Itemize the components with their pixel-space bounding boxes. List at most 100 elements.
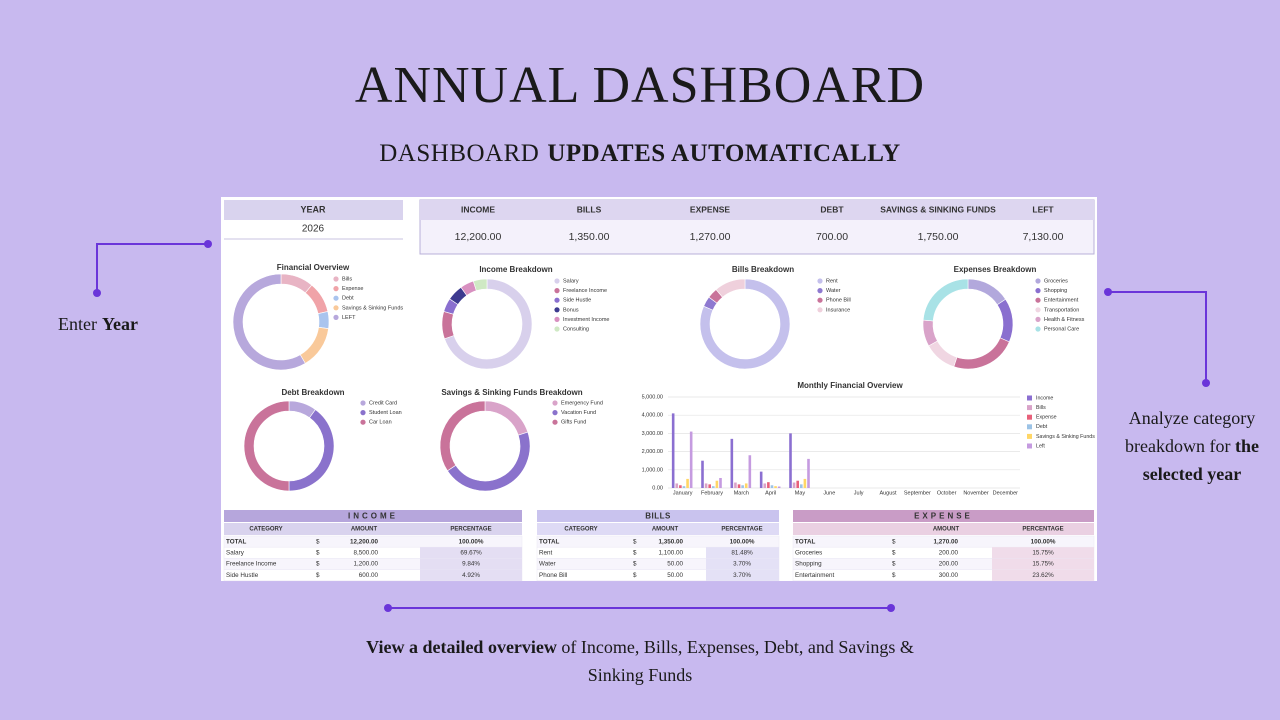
y-tick-label: 2,000.00 [642,449,663,455]
legend-swatch [554,316,560,322]
row-amount: 300.00 [939,572,959,579]
legend-swatch [360,400,366,406]
legend-swatch [554,297,560,303]
legend-swatch [554,278,560,284]
donut-segment [922,278,969,322]
summary-label: BILLS [577,204,602,214]
legend-label: Credit Card [369,400,397,406]
row-percentage: 23.62% [1032,572,1054,579]
connector-dot [93,289,101,297]
donut-segment [317,311,330,329]
table-header-bg [224,523,522,535]
year-header-bg [224,200,403,220]
row-label: TOTAL [226,538,247,545]
row-label: Water [539,561,556,568]
legend-label: Water [826,288,841,294]
annotation-text: Enter [58,314,97,334]
legend-label: Freelance Income [563,288,607,294]
legend-label: Entertainment [1044,298,1079,304]
donut-title: Bills Breakdown [732,265,794,274]
summary-table: INCOME CATEGORY AMOUNT PERCENTAGE TOTAL $12,2… [223,510,523,582]
legend-label: Phone Bill [826,298,851,304]
legend-label: Expense [342,286,363,292]
legend-swatch [817,278,823,284]
percentage-cell-bg [420,569,522,581]
row-label: Salary [226,549,245,556]
x-tick-label: April [765,490,776,496]
donut-chart: Savings & Sinking Funds Breakdown Emergen… [439,388,603,492]
connector-dot [1104,288,1112,296]
bar [708,484,711,488]
bar [712,486,715,488]
connector-line [96,243,208,293]
legend-label: Emergency Fund [561,400,603,406]
x-tick-label: October [937,490,957,496]
bar [789,433,792,488]
legend-swatch [552,400,558,406]
row-currency: $ [316,561,320,568]
page-title: ANNUAL DASHBOARD [354,57,926,114]
legend-label: Expense [1036,415,1057,421]
annotation-right: Analyze category breakdown for the selec… [1102,404,1280,488]
legend-swatch [333,314,339,320]
row-currency: $ [892,549,896,556]
row-label: Phone Bill [539,572,567,579]
legend-swatch [333,295,339,301]
table-title-bg [537,510,779,522]
donut-segment [472,278,488,292]
x-tick-label: November [963,490,989,496]
annotation-bold: View a detailed overview [366,637,557,657]
bar [682,486,686,488]
bar [704,483,708,488]
table-title-bg [793,510,1094,522]
bar [675,483,679,488]
legend-swatch [1035,316,1041,322]
subtitle-plain: DASHBOARD [379,140,540,167]
donut-segment [715,278,746,298]
donut-title: Financial Overview [277,263,350,272]
legend-label: Bills [1036,405,1046,411]
row-label: Shopping [795,561,822,568]
summary-value: 700.00 [816,231,848,243]
row-percentage: 3.70% [733,561,751,568]
bar [741,485,744,488]
legend-label: Savings & Sinking Funds [342,305,403,311]
legend-label: LEFT [342,315,356,321]
summary-value: 1,750.00 [918,231,959,243]
bar [734,482,737,488]
bar [770,485,774,488]
legend-label: Left [1036,443,1045,449]
legend-label: Savings & Sinking Funds [1036,434,1095,440]
table-header: CATEGORY [249,527,282,533]
legend-swatch [1027,424,1032,430]
legend-label: Groceries [1044,278,1068,284]
legend-swatch [333,286,339,292]
bar [792,482,796,488]
row-amount: 12,200.00 [350,538,379,545]
row-currency: $ [892,572,896,579]
x-tick-label: August [879,490,897,496]
row-label: TOTAL [539,538,560,545]
legend-label: Investment Income [563,317,609,323]
legend-label: Health & Fitness [1044,317,1085,323]
bar [719,477,722,488]
percentage-cell-bg [706,558,779,570]
x-tick-label: December [993,490,1019,496]
annotation-left: Enter Year [20,314,176,335]
annotation-text: of Income, Bills, Expenses, Debt, and Sa… [561,637,914,685]
row-percentage: 15.75% [1032,549,1054,556]
donut-title: Debt Breakdown [281,388,344,397]
connector-line [1108,291,1207,383]
legend-swatch [1027,395,1032,401]
legend-swatch [554,326,560,332]
donut-segment [441,311,455,340]
legend-swatch [1035,326,1041,332]
bar [807,458,810,488]
row-label: TOTAL [795,538,816,545]
annotation-bold: Year [102,314,138,334]
row-percentage: 81.48% [731,549,753,556]
legend-swatch [1035,297,1041,303]
row-amount: 50.00 [667,561,683,568]
